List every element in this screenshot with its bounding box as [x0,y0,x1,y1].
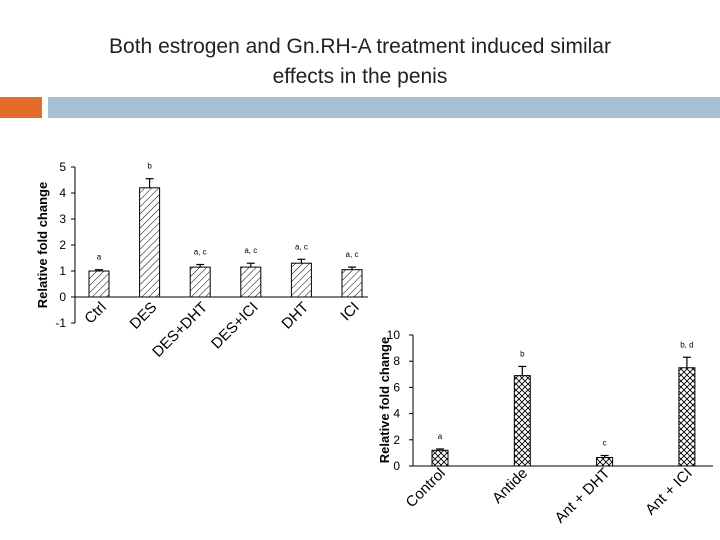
c1-y-tick-label: 4 [59,186,66,200]
c2-y-tick-label: 8 [393,354,400,368]
c1-category-label: DES+DHT [149,299,211,361]
c2-y-tick-label: 6 [393,380,400,394]
slide-title-line-2: effects in the penis [272,65,448,88]
c2-category-label: Ant + ICI [642,465,696,519]
c1-y-tick-label: 2 [59,238,66,252]
c1-y-tick-label: 0 [59,290,66,304]
c1-annotation: a, c [194,248,207,257]
c1-annotation: a, c [346,250,359,259]
chart-1-estrogen: Relative fold change -1 0 1 2 3 4 5 a Ctrl b DES a, … [35,160,368,361]
c1-category-label: DHT [278,299,312,333]
c1-y-tick-label: 1 [59,264,66,278]
c1-bar [240,266,262,298]
c2-y-tick-label: 0 [393,459,400,473]
c1-category-label: ICI [337,299,363,325]
c2-bar [678,367,696,467]
c2-bar [513,375,531,467]
c1-bar [189,266,211,298]
slide-title-line-1: Both estrogen and Gn.RH-A treatment indu… [109,35,611,58]
c2-annotation: c [603,439,607,448]
c2-annotation: b [520,349,525,358]
accent-strip [0,97,42,118]
c1-annotation: a, c [244,246,257,255]
c2-annotation: b, d [680,340,693,349]
c1-annotation: a, c [295,242,308,251]
c1-y-tick-label: 3 [59,212,66,226]
header-strip [48,97,720,118]
c2-category-label: Ant + DHT [552,465,614,527]
c2-y-tick-label: 2 [393,433,400,447]
c1-category-label: DES+ICI [208,299,262,353]
c1-category-label: Ctrl [81,299,110,328]
slide-title: Both estrogen and Gn.RH-A treatment indu… [40,32,680,92]
c1-y-tick-label: 5 [59,160,66,174]
c2-bar [596,456,614,467]
c1-bar [88,270,110,298]
c1-bar [139,187,161,298]
c2-y-tick-label: 10 [387,328,401,342]
c1-bar [290,262,312,298]
c1-y-tick-label: -1 [55,316,66,330]
c2-category-label: Antide [489,465,531,507]
c1-bar [341,269,363,298]
c2-annotation: a [438,432,443,441]
c2-bar [431,449,449,467]
c2-category-label: Control [403,465,449,511]
c1-category-label: DES [127,299,161,333]
c1-y-axis-label: Relative fold change [35,182,50,308]
c1-annotation: a [97,253,102,262]
c2-y-axis-label: Relative fold change [377,337,392,463]
c2-y-tick-label: 4 [393,407,400,421]
c1-annotation: b [147,162,152,171]
